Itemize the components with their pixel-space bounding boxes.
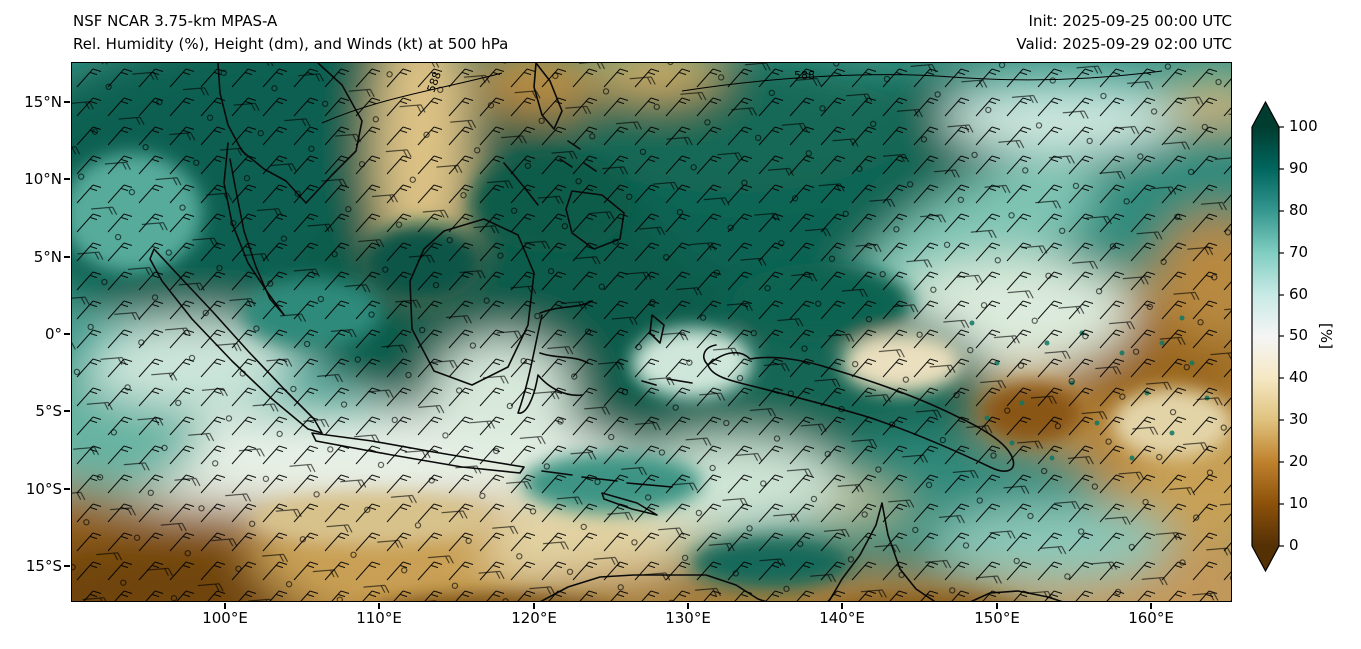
colorbar-extend-max: [1252, 102, 1279, 127]
header-right: Init: 2025-09-25 00:00 UTC Valid: 2025-0…: [1016, 10, 1232, 56]
y-tickmark: [64, 488, 70, 490]
y-tickmark: [64, 565, 70, 567]
header-left: NSF NCAR 3.75-km MPAS-A Rel. Humidity (%…: [73, 10, 508, 56]
x-tickmark: [224, 603, 226, 609]
map-plot-area: 588 588: [71, 62, 1232, 602]
cb-tick-90: 90: [1289, 159, 1309, 177]
y-tick-label-5s: 5°S: [35, 402, 62, 420]
init-time: Init: 2025-09-25 00:00 UTC: [1028, 12, 1232, 30]
plot-subtitle: Rel. Humidity (%), Height (dm), and Wind…: [73, 35, 509, 53]
cb-tick-50: 50: [1289, 326, 1309, 344]
y-tickmark: [64, 256, 70, 258]
x-tickmark: [1150, 603, 1152, 609]
colorbar-gradient: [1252, 127, 1279, 546]
cb-tick-100: 100: [1289, 117, 1318, 135]
colorbar-extend-min: [1252, 546, 1279, 571]
cb-tick-60: 60: [1289, 285, 1309, 303]
cb-tick-10: 10: [1289, 494, 1309, 512]
valid-time: Valid: 2025-09-29 02:00 UTC: [1016, 35, 1232, 53]
y-tickmark: [64, 410, 70, 412]
y-tick-label-15s: 15°S: [25, 557, 62, 575]
y-tick-label-5n: 5°N: [33, 248, 62, 266]
x-tick-label-150e: 150°E: [974, 609, 1020, 627]
y-tickmark: [64, 101, 70, 103]
x-tick-label-140e: 140°E: [819, 609, 865, 627]
y-tickmark: [64, 178, 70, 180]
x-tick-label-120e: 120°E: [511, 609, 557, 627]
colorbar-units-label: [%]: [1316, 323, 1335, 349]
y-tick-label-10s: 10°S: [25, 480, 62, 498]
cb-tick-0: 0: [1289, 536, 1299, 554]
cb-tick-30: 30: [1289, 410, 1309, 428]
x-tick-label-130e: 130°E: [665, 609, 711, 627]
cb-tick-70: 70: [1289, 243, 1309, 261]
map-canvas: 588 588: [72, 63, 1231, 601]
colorbar-tickmarks: [1279, 126, 1284, 547]
wind-barbs-layer-b: [72, 63, 1231, 601]
x-tickmark: [996, 603, 998, 609]
cb-tick-20: 20: [1289, 452, 1309, 470]
x-tick-label-110e: 110°E: [356, 609, 402, 627]
y-tick-label-15n: 15°N: [24, 93, 62, 111]
y-tick-label-10n: 10°N: [24, 170, 62, 188]
cb-tick-40: 40: [1289, 368, 1309, 386]
x-tickmark: [378, 603, 380, 609]
cb-tick-80: 80: [1289, 201, 1309, 219]
model-title: NSF NCAR 3.75-km MPAS-A: [73, 12, 278, 30]
y-tick-label-0: 0°: [44, 325, 62, 343]
x-tickmark: [841, 603, 843, 609]
x-tick-label-100e: 100°E: [202, 609, 248, 627]
y-tickmark: [64, 333, 70, 335]
colorbar: [1251, 100, 1284, 573]
x-tickmark: [533, 603, 535, 609]
x-tickmark: [687, 603, 689, 609]
x-tick-label-160e: 160°E: [1128, 609, 1174, 627]
